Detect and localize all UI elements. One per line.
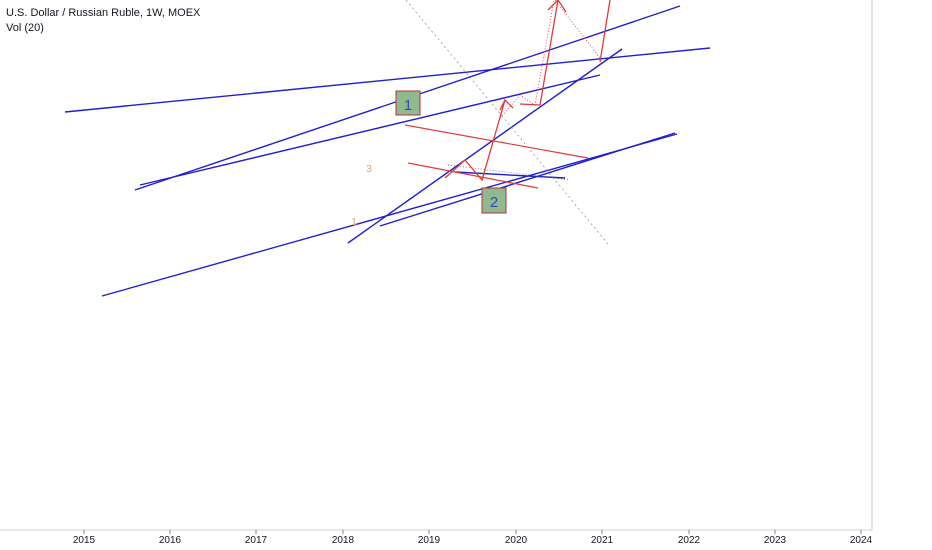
symbol-title: U.S. Dollar / Russian Ruble, 1W, MOEX [6,7,201,19]
wave-label-small-1: 1 [351,217,357,228]
time-axis-tick-label: 2024 [850,535,873,546]
dotted-projection [554,0,604,63]
time-axis-tick-label: 2021 [591,535,614,546]
time-axis-tick-label: 2016 [159,535,182,546]
time-axis-tick-label: 2020 [505,535,528,546]
projection-path [599,0,611,63]
time-axis-tick-label: 2019 [418,535,441,546]
time-axis-tick-label: 2017 [245,535,268,546]
wave-label-2: 2 [490,194,498,211]
volume-indicator-label: Vol (20) [6,22,44,34]
dotted-projection [447,164,571,181]
dotted-projection [499,0,555,119]
trend-line [101,133,678,297]
red-channel-line [404,124,589,159]
time-axis-tick-label: 2015 [73,535,96,546]
wave-box-2 [481,187,507,214]
time-axis-tick-label: 2018 [332,535,355,546]
trend-line [139,74,601,186]
chart-legend: U.S. Dollar / Russian Ruble, 1W, MOEX Vo… [6,6,200,36]
projection-arrowhead [547,0,567,13]
trend-line [64,47,711,113]
time-axis-tick-label: 2022 [678,535,701,546]
trend-line [379,132,676,227]
wave-label-small-3: 3 [366,164,372,175]
wave-label-1: 1 [404,97,412,114]
time-axis-tick-label: 2023 [764,535,787,546]
red-channel-line [407,162,539,189]
projection-path [519,0,559,106]
fib-diagonal [405,0,609,245]
wave-box-1 [395,90,421,116]
projection-path [444,99,506,182]
projection-arrowhead [499,98,514,111]
trend-line [347,48,623,244]
